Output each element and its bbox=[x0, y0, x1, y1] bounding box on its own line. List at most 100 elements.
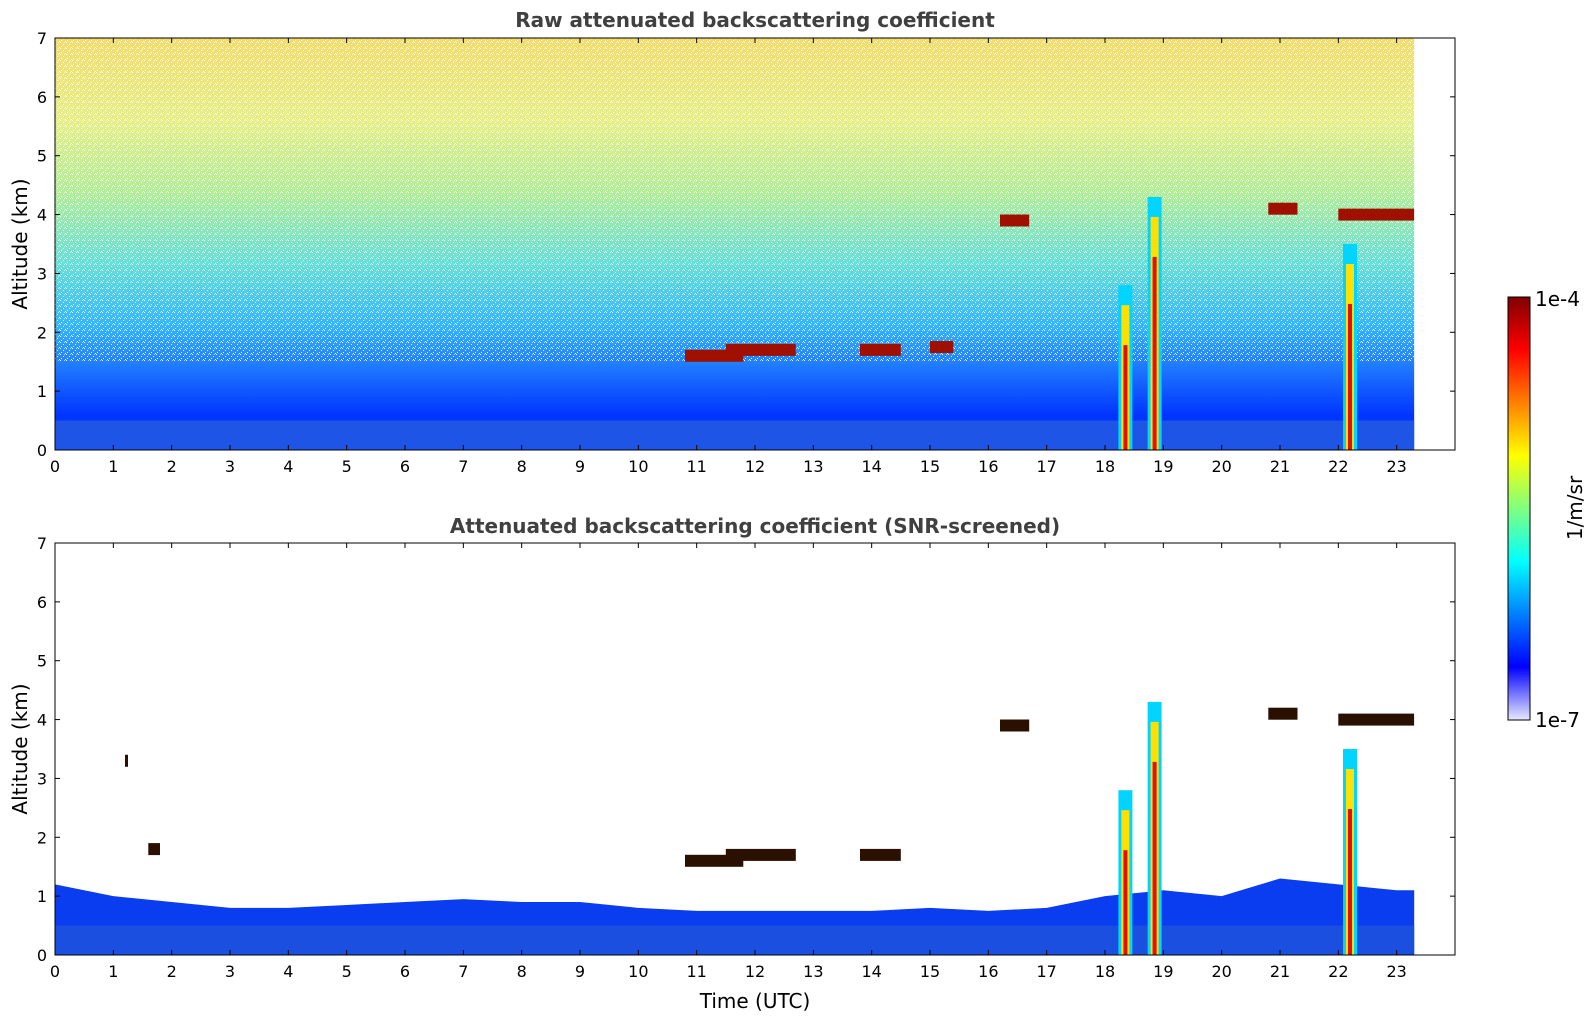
x-tick-label: 13 bbox=[803, 962, 823, 981]
x-axis-label: Time (UTC) bbox=[699, 989, 811, 1013]
y-tick-label: 0 bbox=[37, 946, 47, 965]
snr-screened-panel: Attenuated backscattering coefficient (S… bbox=[8, 514, 1456, 1013]
x-tick-label: 6 bbox=[400, 962, 410, 981]
cloud-patch bbox=[1338, 713, 1415, 726]
raw-backscatter-panel: Raw attenuated backscattering coefficien… bbox=[8, 8, 1456, 476]
y-tick-label: 2 bbox=[37, 323, 47, 342]
y-tick-label: 2 bbox=[37, 828, 47, 847]
cloud-patch bbox=[860, 848, 901, 861]
y-tick-label: 3 bbox=[37, 264, 47, 283]
x-tick-label: 6 bbox=[400, 457, 410, 476]
x-tick-label: 18 bbox=[1095, 962, 1115, 981]
x-tick-label: 14 bbox=[861, 457, 881, 476]
cloud-patch bbox=[1000, 719, 1030, 732]
x-tick-label: 2 bbox=[167, 457, 177, 476]
y-tick-label: 4 bbox=[37, 711, 47, 730]
x-tick-label: 20 bbox=[1211, 457, 1231, 476]
x-tick-label: 23 bbox=[1386, 457, 1406, 476]
x-tick-label: 8 bbox=[517, 457, 527, 476]
x-tick-label: 20 bbox=[1211, 962, 1231, 981]
colorbar-min-label: 1e-7 bbox=[1535, 708, 1580, 732]
y-tick-label: 1 bbox=[37, 887, 47, 906]
x-tick-label: 2 bbox=[167, 962, 177, 981]
snr-heatmap bbox=[55, 701, 1415, 955]
x-tick-label: 7 bbox=[458, 962, 468, 981]
y-tick-label: 6 bbox=[37, 88, 47, 107]
raw-y-axis: 0 1 2 3 4 5 6 7 bbox=[37, 29, 1455, 460]
x-tick-label: 11 bbox=[686, 962, 706, 981]
colorbar: 1e-4 1e-7 1/m/sr bbox=[1507, 287, 1587, 732]
x-tick-label: 7 bbox=[458, 457, 468, 476]
near-surface-layer bbox=[55, 925, 1415, 955]
y-tick-label: 6 bbox=[37, 593, 47, 612]
x-tick-label: 3 bbox=[225, 962, 235, 981]
x-tick-label: 14 bbox=[861, 962, 881, 981]
cloud-patch bbox=[930, 341, 954, 353]
raw-x-axis: 0 1 2 3 4 5 6 7 8 9 10 11 12 13 14 15 16 17 18 19 20 21 22 23 bbox=[50, 38, 1407, 476]
x-tick-label: 23 bbox=[1386, 962, 1406, 981]
x-tick-label: 19 bbox=[1153, 457, 1173, 476]
precipitation-column bbox=[1118, 285, 1133, 450]
raw-heatmap bbox=[55, 38, 1415, 450]
x-tick-label: 13 bbox=[803, 457, 823, 476]
cloud-patch bbox=[125, 754, 128, 767]
x-tick-label: 1 bbox=[108, 457, 118, 476]
cloud-patch bbox=[1268, 707, 1298, 720]
x-tick-label: 9 bbox=[575, 457, 585, 476]
x-tick-label: 0 bbox=[50, 457, 60, 476]
y-tick-label: 3 bbox=[37, 769, 47, 788]
y-tick-label: 0 bbox=[37, 441, 47, 460]
x-tick-label: 17 bbox=[1036, 962, 1056, 981]
x-tick-label: 10 bbox=[628, 962, 648, 981]
x-tick-label: 5 bbox=[342, 457, 352, 476]
colorbar-unit-label: 1/m/sr bbox=[1563, 475, 1587, 540]
y-tick-label: 5 bbox=[37, 147, 47, 166]
boundary-layer bbox=[55, 420, 1415, 450]
snr-y-axis: 0 1 2 3 4 5 6 7 bbox=[37, 534, 1455, 965]
x-tick-label: 1 bbox=[108, 962, 118, 981]
colorbar-max-label: 1e-4 bbox=[1535, 287, 1580, 311]
precipitation-column bbox=[1343, 244, 1357, 450]
x-tick-label: 0 bbox=[50, 962, 60, 981]
x-tick-label: 21 bbox=[1270, 457, 1290, 476]
x-tick-label: 16 bbox=[978, 962, 998, 981]
x-tick-label: 22 bbox=[1328, 457, 1348, 476]
y-tick-label: 7 bbox=[37, 29, 47, 48]
x-tick-label: 11 bbox=[686, 457, 706, 476]
cloud-patch bbox=[1000, 214, 1030, 227]
cloud-patch bbox=[148, 843, 160, 856]
y-tick-label: 4 bbox=[37, 206, 47, 225]
x-tick-label: 15 bbox=[920, 457, 940, 476]
colorbar-gradient bbox=[1507, 296, 1531, 721]
x-tick-label: 10 bbox=[628, 457, 648, 476]
cloud-patch bbox=[725, 848, 796, 861]
x-tick-label: 22 bbox=[1328, 962, 1348, 981]
x-tick-label: 4 bbox=[283, 457, 293, 476]
x-tick-label: 9 bbox=[575, 962, 585, 981]
precipitation-column bbox=[1118, 790, 1133, 955]
noise-speckle bbox=[55, 38, 1415, 362]
y-tick-label: 5 bbox=[37, 652, 47, 671]
x-tick-label: 19 bbox=[1153, 962, 1173, 981]
x-tick-label: 18 bbox=[1095, 457, 1115, 476]
x-tick-label: 16 bbox=[978, 457, 998, 476]
x-tick-label: 5 bbox=[342, 962, 352, 981]
snr-x-axis: 0 1 2 3 4 5 6 7 8 9 10 11 12 13 14 15 16 17 18 19 20 21 22 23 bbox=[50, 543, 1407, 981]
x-tick-label: 3 bbox=[225, 457, 235, 476]
y-tick-label: 1 bbox=[37, 382, 47, 401]
raw-y-axis-label: Altitude (km) bbox=[8, 178, 32, 309]
x-tick-label: 12 bbox=[745, 457, 765, 476]
cloud-patch bbox=[860, 343, 901, 356]
raw-panel-title: Raw attenuated backscattering coefficien… bbox=[515, 8, 995, 32]
snr-y-axis-label: Altitude (km) bbox=[8, 683, 32, 814]
cloud-patch bbox=[1268, 202, 1298, 215]
cloud-patch bbox=[725, 343, 796, 356]
snr-panel-title: Attenuated backscattering coefficient (S… bbox=[450, 514, 1060, 538]
x-tick-label: 4 bbox=[283, 962, 293, 981]
x-tick-label: 8 bbox=[517, 962, 527, 981]
precipitation-column bbox=[1147, 701, 1162, 955]
cloud-patch bbox=[1338, 208, 1415, 221]
y-tick-label: 7 bbox=[37, 534, 47, 553]
x-tick-label: 12 bbox=[745, 962, 765, 981]
